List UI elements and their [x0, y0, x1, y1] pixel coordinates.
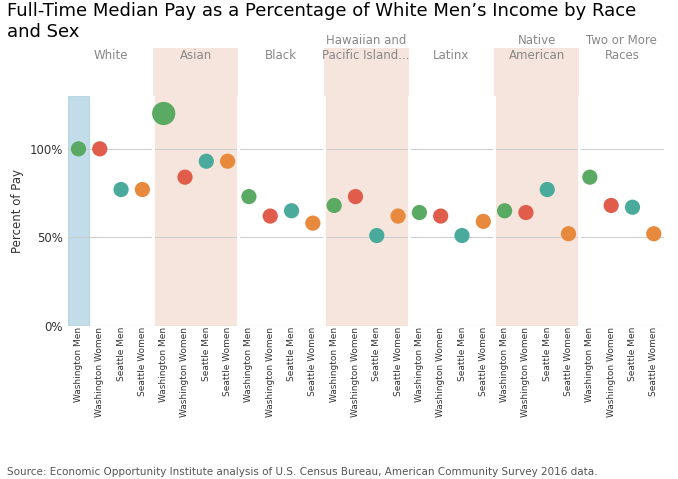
Y-axis label: Percent of Pay: Percent of Pay [11, 169, 24, 253]
Text: Hawaiian and
Pacific Island...: Hawaiian and Pacific Island... [322, 34, 410, 62]
Point [243, 193, 254, 200]
Point [116, 186, 127, 194]
Text: Asian: Asian [180, 49, 212, 62]
Point [372, 232, 382, 240]
Point [499, 207, 510, 215]
Point [286, 207, 297, 215]
Point [627, 204, 638, 211]
Point [648, 230, 659, 238]
Point [73, 145, 84, 153]
Point [563, 230, 574, 238]
Bar [494, 96, 579, 326]
Point [435, 212, 446, 220]
Text: White: White [93, 49, 127, 62]
Point [158, 110, 169, 117]
Point [201, 158, 212, 165]
Point [329, 202, 340, 209]
Point [180, 173, 191, 181]
Point [94, 145, 105, 153]
Point [521, 209, 532, 217]
Point [222, 158, 233, 165]
Point [414, 209, 425, 217]
Point [265, 212, 276, 220]
Point [584, 173, 595, 181]
Bar [153, 96, 238, 326]
Point [605, 202, 616, 209]
Point [393, 212, 403, 220]
Text: Source: Economic Opportunity Institute analysis of U.S. Census Bureau, American : Source: Economic Opportunity Institute a… [7, 467, 597, 477]
Text: Two or More
Races: Two or More Races [586, 34, 657, 62]
Point [456, 232, 467, 240]
Point [350, 193, 361, 200]
Bar [68, 96, 89, 326]
Text: Black: Black [265, 49, 297, 62]
Text: Native
American: Native American [508, 34, 565, 62]
Bar [323, 96, 409, 326]
Point [307, 219, 318, 227]
Text: Latinx: Latinx [433, 49, 470, 62]
Point [542, 186, 553, 194]
Text: Full-Time Median Pay as a Percentage of White Men’s Income by Race
and Sex: Full-Time Median Pay as a Percentage of … [7, 2, 636, 41]
Point [478, 217, 489, 225]
Point [137, 186, 148, 194]
